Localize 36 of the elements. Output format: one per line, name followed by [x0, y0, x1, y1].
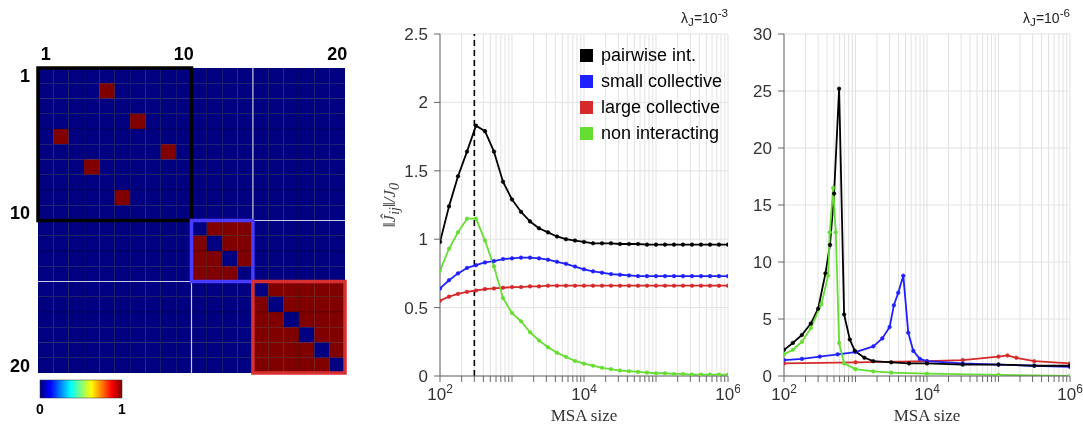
x-tick-label: 10$^{4}$ — [914, 382, 941, 404]
y-tick-label: 0 — [418, 367, 428, 386]
chart-title: λ$_{J}$=10$^{-6}$ — [1023, 6, 1070, 29]
x-axis-title: MSA size — [892, 406, 962, 426]
color-bar-label: 0 — [36, 401, 45, 417]
y-tick-label: 1.5 — [404, 161, 428, 181]
x-tick-label: 1 — [40, 44, 51, 64]
x-tick-label: 10$^{4}$ — [571, 382, 598, 404]
y-tick-label: 2.5 — [404, 25, 428, 44]
y-tick-label: 30 — [753, 25, 772, 44]
x-tick-label: 10 — [173, 44, 194, 64]
x-tick-label: 10$^{6}$ — [1057, 382, 1083, 404]
legend-label: non interacting — [600, 122, 720, 145]
y-tick-label: 10 — [753, 253, 772, 272]
y-tick-label: 0.5 — [404, 298, 428, 318]
x-tick-label: 20 — [327, 44, 348, 64]
y-tick-label: 0 — [762, 367, 772, 386]
legend-label: large collective — [600, 96, 721, 119]
y-tick-label: 1 — [19, 66, 30, 87]
y-tick-label: 20 — [9, 355, 30, 376]
legend-label: small collective — [600, 70, 722, 93]
line-series — [440, 283, 728, 303]
chart-title: λ$_{J}$=10$^{-3}$ — [681, 6, 728, 29]
y-tick-label: 2 — [418, 93, 428, 113]
y-tick-label: 15 — [753, 196, 772, 215]
y-tick-label: 10 — [9, 203, 30, 224]
x-tick-label: 10$^{6}$ — [715, 382, 742, 404]
y-tick-label: 5 — [762, 310, 772, 329]
x-tick-label: 10$^{2}$ — [427, 382, 454, 404]
legend-label: pairwise int. — [600, 44, 696, 67]
y-tick-label: 20 — [753, 139, 772, 158]
y-tick-label: 25 — [753, 82, 772, 101]
x-axis-title: MSA size — [549, 406, 619, 426]
x-tick-label: 10$^{2}$ — [771, 382, 798, 404]
y-tick-label: 1 — [418, 230, 428, 250]
color-bar-label: 1 — [118, 401, 127, 417]
